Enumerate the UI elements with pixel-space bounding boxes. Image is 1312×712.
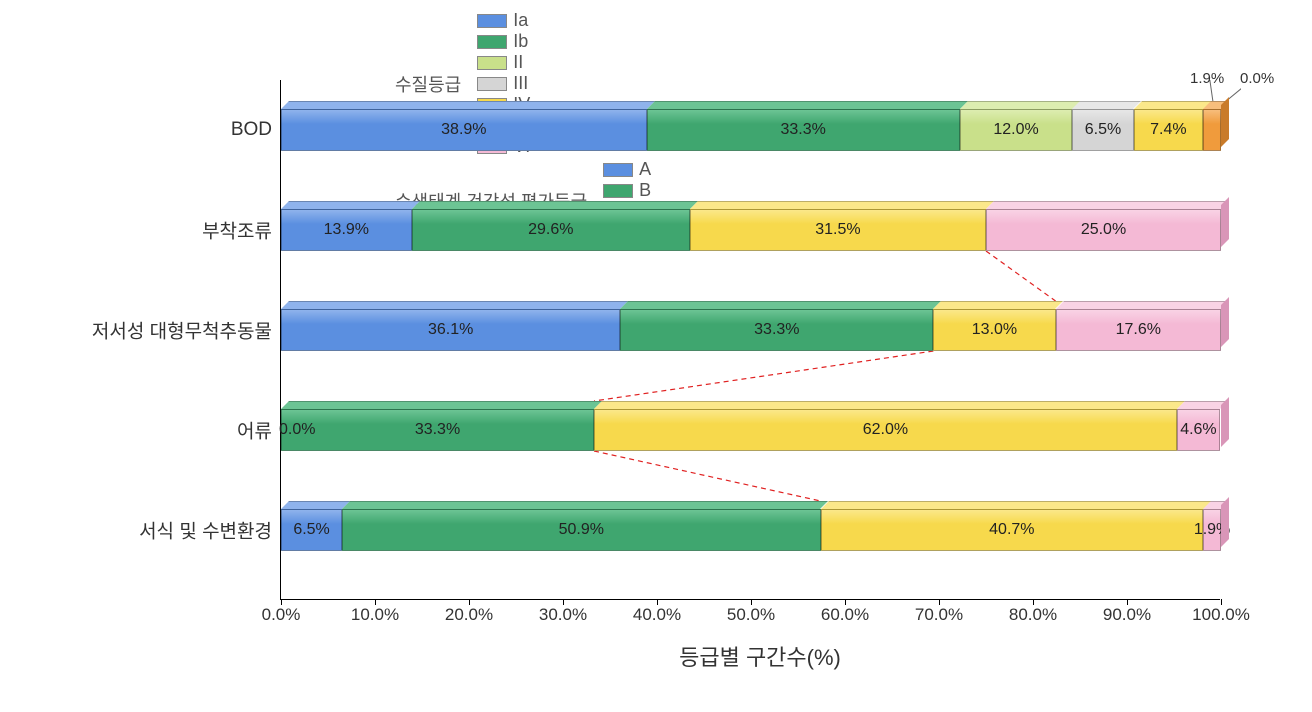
bar-segment-label: 29.6%	[528, 221, 573, 239]
bar-segment: 13.9%	[281, 209, 412, 251]
bar-row: 36.1% 33.3% 13.0% 17.6%	[281, 309, 1220, 351]
bar-segment: 31.5%	[690, 209, 986, 251]
bar-segment-label: 40.7%	[989, 521, 1034, 539]
x-axis-title: 등급별 구간수(%)	[560, 640, 960, 672]
legend-text: Ia	[513, 10, 528, 31]
bar-segment-label: 33.3%	[415, 421, 460, 439]
y-category-label: 서식 및 수변환경	[139, 517, 272, 544]
y-category-label: BOD	[231, 119, 272, 141]
x-tick-label: 80.0%	[1009, 605, 1057, 625]
x-tick-label: 10.0%	[351, 605, 399, 625]
bar-segment	[1203, 109, 1221, 151]
x-tick-label: 90.0%	[1103, 605, 1151, 625]
bar-segment-label: 7.4%	[1150, 121, 1186, 139]
legend-item: Ia	[477, 10, 530, 31]
annotation-bod-v: 1.9%	[1190, 70, 1224, 87]
bar-segment-label: 12.0%	[993, 121, 1038, 139]
bar-segment: 13.0%	[933, 309, 1055, 351]
chart-container: 수질등급 IaIbIIIIIIVVVI 수생태계 건강성 평가등급 ABCD 0…	[0, 0, 1312, 712]
x-tick-label: 70.0%	[915, 605, 963, 625]
bar-segment: 36.1%	[281, 309, 620, 351]
bar-segment-label: 33.3%	[780, 121, 825, 139]
bar-segment: 62.0%	[594, 409, 1177, 451]
legend-item: II	[477, 52, 530, 73]
bar-segment-label: 38.9%	[441, 121, 486, 139]
bar-row: 6.5% 50.9% 40.7% 1.9%	[281, 509, 1220, 551]
bar-segment: 7.4%	[1134, 109, 1204, 151]
bar-segment-label: 50.9%	[559, 521, 604, 539]
legend-item: Ib	[477, 31, 530, 52]
plot-area: 0.0%10.0%20.0%30.0%40.0%50.0%60.0%70.0%8…	[280, 80, 1220, 600]
legend-text: Ib	[513, 31, 528, 52]
legend-text: II	[513, 52, 523, 73]
x-tick-label: 50.0%	[727, 605, 775, 625]
x-tick-label: 30.0%	[539, 605, 587, 625]
bar-row: 38.9% 33.3% 12.0% 6.5% 7.4%	[281, 109, 1220, 151]
bar-endcap	[1221, 497, 1229, 547]
y-category-label: 저서성 대형무척추동물	[92, 317, 272, 344]
y-category-label: 어류	[237, 417, 272, 444]
bar-segment: 25.0%	[986, 209, 1221, 251]
bar-segment: 40.7%	[821, 509, 1204, 551]
bar-segment-label: 62.0%	[863, 421, 908, 439]
bar-endcap	[1221, 397, 1229, 447]
x-tick-label: 100.0%	[1192, 605, 1250, 625]
bar-segment-label: 33.3%	[754, 321, 799, 339]
bar-endcap	[1221, 97, 1229, 147]
annotation-bod-vi: 0.0%	[1240, 70, 1274, 87]
bar-segment-label: 36.1%	[428, 321, 473, 339]
bar-segment-label: 6.5%	[1085, 121, 1121, 139]
bar-segment-label: 25.0%	[1081, 221, 1126, 239]
bar-segment: 6.5%	[281, 509, 342, 551]
bar-row: 13.9% 29.6% 31.5% 25.0%	[281, 209, 1220, 251]
bar-endcap	[1221, 197, 1229, 247]
bar-segment-label: 13.9%	[324, 221, 369, 239]
y-category-label: 부착조류	[202, 217, 272, 244]
bar-row: 33.3% 62.0% 4.6%	[281, 409, 1220, 451]
x-tick-label: 40.0%	[633, 605, 681, 625]
bar-segment: 17.6%	[1056, 309, 1221, 351]
bar-segment: 33.3%	[281, 409, 594, 451]
legend-swatch	[477, 56, 507, 70]
bar-segment: 50.9%	[342, 509, 820, 551]
bar-segment-label: 13.0%	[972, 321, 1017, 339]
bar-endcap	[1221, 297, 1229, 347]
bar-segment-label: 6.5%	[293, 521, 329, 539]
bar-segment-label: 17.6%	[1116, 321, 1161, 339]
legend-swatch	[477, 35, 507, 49]
bar-segment: 33.3%	[647, 109, 960, 151]
bar-segment: 38.9%	[281, 109, 647, 151]
bar-segment: 33.3%	[620, 309, 933, 351]
bar-segment: 29.6%	[412, 209, 690, 251]
bar-segment: 6.5%	[1072, 109, 1133, 151]
bar-segment-label: 31.5%	[815, 221, 860, 239]
bar-segment-label: 0.0%	[279, 421, 315, 439]
legend-swatch	[477, 14, 507, 28]
bar-segment: 1.9%	[1203, 509, 1221, 551]
x-tick-label: 20.0%	[445, 605, 493, 625]
bar-segment: 4.6%	[1177, 409, 1220, 451]
bar-segment-label: 4.6%	[1180, 421, 1216, 439]
x-tick-label: 0.0%	[262, 605, 301, 625]
x-tick-label: 60.0%	[821, 605, 869, 625]
bar-segment: 12.0%	[960, 109, 1073, 151]
